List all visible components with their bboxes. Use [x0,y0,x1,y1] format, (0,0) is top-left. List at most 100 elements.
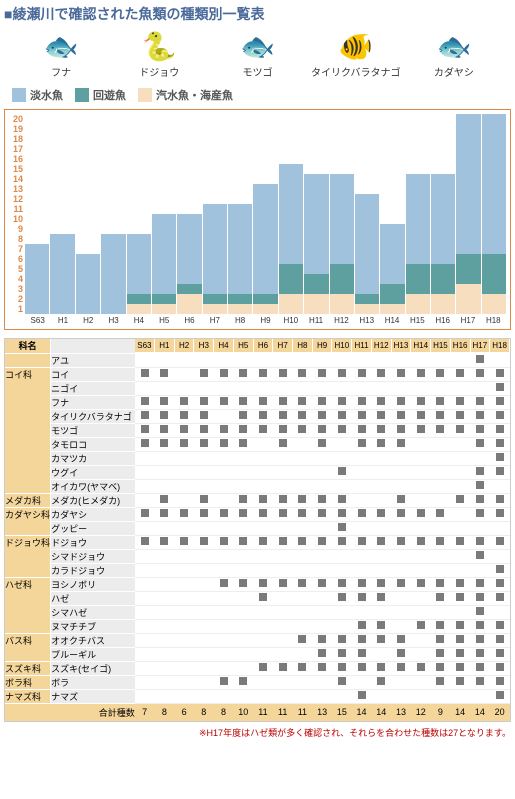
mark-cell [233,381,253,395]
fish-item: 🐟フナ [12,30,110,79]
mark-cell [470,521,490,535]
mark-cell [490,549,510,563]
mark-icon [397,411,405,419]
bar-column [228,204,252,314]
mark-icon [436,397,444,405]
species-cell: ヨシノボリ [51,577,135,591]
species-cell: カマツカ [51,451,135,465]
mark-icon [180,537,188,545]
mark-cell [155,633,175,647]
total-cell: 11 [273,703,293,721]
table-row: バス科オオクチバス [5,633,510,647]
mark-cell [155,661,175,675]
mark-icon [496,537,504,545]
mark-cell [174,647,194,661]
mark-cell [135,563,155,577]
mark-icon [220,509,228,517]
mark-cell [371,479,391,493]
table-row: シマハゼ [5,605,510,619]
mark-cell [391,451,411,465]
mark-cell [273,619,293,633]
mark-cell [194,605,214,619]
table-row: ハゼ科ヨシノボリ [5,577,510,591]
mark-cell [371,535,391,549]
mark-cell [431,367,451,381]
mark-cell [431,437,451,451]
bar-column [101,234,125,314]
mark-cell [312,353,332,367]
mark-icon [220,425,228,433]
mark-cell [431,647,451,661]
table-row: グッピー [5,521,510,535]
mark-cell [391,577,411,591]
mark-cell [352,577,372,591]
mark-cell [332,409,352,423]
table-row: アユ [5,353,510,367]
total-cell: 20 [490,703,510,721]
mark-cell [273,423,293,437]
mark-cell [352,479,372,493]
mark-cell [155,353,175,367]
table-row: ニゴイ [5,381,510,395]
mark-cell [214,507,234,521]
mark-cell [411,591,431,605]
mark-cell [431,675,451,689]
species-cell: タモロコ [51,437,135,451]
legend-swatch [138,88,152,102]
mark-cell [490,409,510,423]
mark-cell [332,423,352,437]
mark-icon [141,509,149,517]
mark-cell [352,549,372,563]
mark-cell [352,381,372,395]
mark-cell [490,423,510,437]
bar-column [177,214,201,314]
mark-cell [253,563,273,577]
total-cell: 11 [293,703,313,721]
bar-column [330,174,354,314]
mark-icon [279,495,287,503]
mark-cell [155,675,175,689]
table-row: コイ科コイ [5,367,510,381]
mark-icon [259,411,267,419]
mark-cell [490,367,510,381]
mark-cell [371,507,391,521]
mark-cell [450,633,470,647]
mark-icon [259,593,267,601]
mark-icon [476,481,484,489]
mark-icon [220,397,228,405]
mark-cell [155,521,175,535]
year-header: H14 [411,339,431,353]
mark-cell [371,423,391,437]
mark-cell [233,563,253,577]
mark-cell [332,689,352,703]
mark-cell [431,381,451,395]
mark-cell [431,479,451,493]
mark-icon [436,677,444,685]
mark-icon [476,537,484,545]
mark-icon [160,369,168,377]
mark-cell [253,493,273,507]
mark-cell [233,633,253,647]
mark-cell [352,689,372,703]
mark-icon [496,411,504,419]
mark-cell [411,493,431,507]
mark-cell [194,395,214,409]
mark-cell [273,605,293,619]
bar-column [25,244,49,314]
mark-icon [180,439,188,447]
mark-cell [490,381,510,395]
mark-cell [155,535,175,549]
mark-cell [450,521,470,535]
mark-cell [470,591,490,605]
mark-icon [358,537,366,545]
mark-icon [456,663,464,671]
mark-cell [155,563,175,577]
mark-cell [431,409,451,423]
total-cell: 7 [135,703,155,721]
mark-icon [200,411,208,419]
mark-cell [135,619,155,633]
bar-column [152,214,176,314]
mark-icon [160,509,168,517]
mark-icon [456,579,464,587]
mark-icon [259,537,267,545]
